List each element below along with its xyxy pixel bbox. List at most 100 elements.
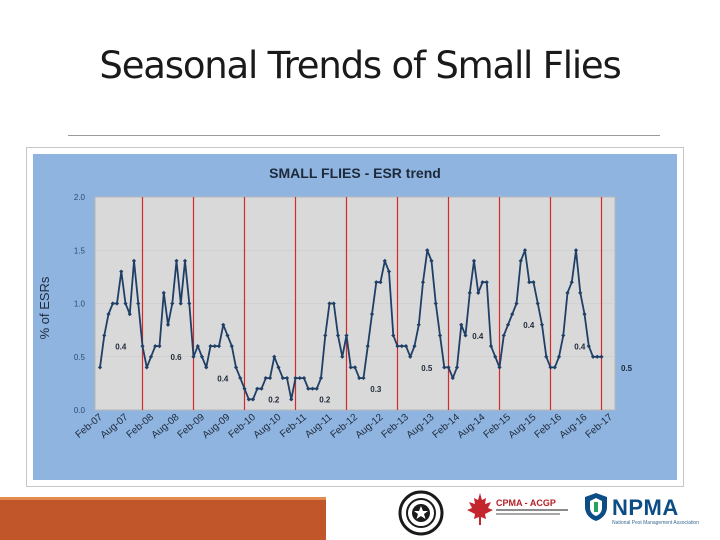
data-point — [97, 365, 103, 370]
data-point — [165, 322, 171, 327]
data-point — [106, 312, 111, 317]
data-point — [514, 301, 519, 306]
data-point — [335, 333, 341, 338]
data-label: 0.3 — [370, 385, 382, 394]
y-tick-label: 0.5 — [74, 353, 86, 362]
data-label: 0.4 — [574, 342, 586, 351]
data-point — [450, 375, 455, 381]
data-point — [569, 280, 574, 285]
cpma-logo: CPMA - ACGP — [466, 492, 572, 532]
data-point — [297, 375, 302, 381]
seal-logo — [398, 490, 444, 536]
data-label: 0.6 — [171, 353, 183, 362]
data-point — [420, 280, 426, 285]
chart-frame: SMALL FLIES - ESR trend % of ESRs 0.0 0.5… — [26, 147, 684, 487]
data-point — [463, 333, 468, 338]
data-point — [408, 354, 413, 359]
data-point — [221, 322, 226, 327]
maple-leaf-icon — [467, 493, 493, 525]
npma-subtitle: National Pest Management Association — [612, 520, 699, 526]
data-point — [170, 301, 175, 306]
y-tick-label: 2.0 — [74, 193, 86, 202]
cpma-subtitle-line-2 — [496, 513, 560, 515]
data-point — [340, 354, 345, 359]
cpma-subtitle-line — [496, 509, 568, 511]
data-point — [259, 386, 264, 391]
data-point — [595, 354, 600, 359]
data-point — [323, 333, 328, 338]
data-point — [484, 280, 489, 285]
data-point — [357, 375, 362, 381]
data-point — [539, 322, 545, 327]
y-tick-label: 1.5 — [74, 246, 86, 255]
data-point — [310, 386, 315, 391]
data-point — [573, 248, 579, 253]
data-point — [238, 375, 243, 381]
data-point — [276, 365, 281, 370]
data-point — [527, 280, 532, 285]
data-point — [386, 269, 392, 274]
footer-bar — [0, 497, 326, 540]
data-point — [140, 344, 145, 349]
y-tick-label: 1.0 — [74, 300, 86, 309]
esr-trend-chart: SMALL FLIES - ESR trend % of ESRs 0.0 0.5… — [27, 154, 677, 480]
chart-border-left-strip — [27, 154, 33, 480]
data-point — [378, 280, 383, 285]
data-point — [361, 375, 366, 381]
title-divider — [68, 135, 660, 136]
slide-title: Seasonal Trends of Small Flies — [99, 44, 621, 87]
data-point — [535, 301, 540, 306]
data-label: 0.5 — [621, 364, 633, 373]
y-tick-label: 0.0 — [74, 406, 86, 415]
footer-bar-accent — [0, 497, 326, 500]
data-point — [284, 375, 290, 381]
data-point — [544, 354, 549, 359]
data-point — [123, 301, 128, 306]
data-point — [314, 386, 319, 391]
data-label: 0.2 — [268, 396, 280, 405]
data-point — [561, 333, 566, 338]
data-point — [293, 375, 298, 381]
data-point — [374, 280, 379, 285]
data-point — [102, 333, 107, 338]
data-point — [437, 333, 443, 338]
data-point — [187, 301, 192, 306]
data-point — [327, 301, 332, 306]
data-point — [306, 386, 311, 391]
data-point — [501, 333, 506, 338]
data-point — [522, 248, 528, 253]
data-point — [331, 301, 336, 306]
data-point — [391, 333, 396, 338]
data-label: 0.4 — [472, 332, 484, 341]
data-point — [318, 375, 324, 381]
cpma-label: CPMA - ACGP — [496, 498, 556, 508]
npma-shield-icon — [585, 493, 607, 521]
chart-title: SMALL FLIES - ESR trend — [269, 165, 441, 181]
npma-label: NPMA — [612, 495, 679, 520]
data-point — [178, 301, 183, 306]
data-point — [191, 354, 196, 359]
data-point — [242, 386, 247, 391]
data-point — [459, 322, 464, 327]
data-point — [599, 354, 604, 359]
data-point — [433, 301, 438, 306]
data-point — [301, 375, 307, 381]
data-point — [267, 375, 273, 381]
data-point — [344, 333, 349, 338]
data-point — [144, 365, 149, 370]
data-label: 0.4 — [217, 374, 229, 383]
seal-star — [414, 506, 428, 519]
data-point — [425, 248, 430, 253]
data-point — [199, 354, 205, 359]
data-point — [531, 280, 536, 285]
data-point — [225, 333, 230, 338]
npma-logo: NPMA National Pest Management Associatio… — [584, 492, 704, 532]
data-point — [272, 354, 277, 359]
data-point — [556, 354, 562, 359]
data-point — [148, 354, 154, 359]
data-label: 0.5 — [421, 364, 433, 373]
data-label: 0.4 — [523, 321, 535, 330]
data-point — [263, 375, 268, 381]
y-axis-label: % of ESRs — [37, 276, 52, 339]
data-point — [280, 375, 285, 381]
